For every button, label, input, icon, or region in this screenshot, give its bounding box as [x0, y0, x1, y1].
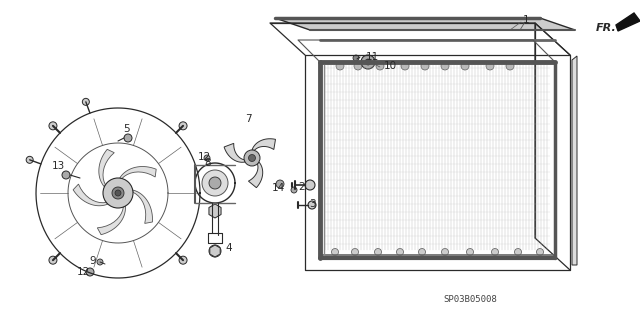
Circle shape [62, 171, 70, 179]
Circle shape [115, 190, 121, 196]
Text: FR.: FR. [596, 23, 617, 33]
Circle shape [401, 62, 409, 70]
Text: 8: 8 [205, 158, 211, 168]
Circle shape [351, 249, 358, 256]
Circle shape [374, 249, 381, 256]
Circle shape [305, 180, 315, 190]
Circle shape [204, 155, 210, 161]
Polygon shape [97, 206, 125, 235]
Polygon shape [616, 13, 640, 31]
Circle shape [49, 122, 57, 130]
Circle shape [179, 122, 187, 130]
Circle shape [486, 62, 494, 70]
Circle shape [49, 256, 57, 264]
Circle shape [291, 187, 297, 193]
Circle shape [442, 249, 449, 256]
Circle shape [421, 62, 429, 70]
Text: 2: 2 [299, 182, 305, 192]
Text: 3: 3 [308, 199, 316, 209]
Circle shape [248, 154, 255, 161]
Circle shape [112, 187, 124, 199]
Circle shape [441, 62, 449, 70]
Text: 9: 9 [90, 256, 96, 266]
Circle shape [308, 201, 316, 209]
Polygon shape [248, 162, 262, 188]
Circle shape [26, 156, 33, 163]
Circle shape [179, 256, 187, 264]
Polygon shape [210, 245, 220, 257]
Circle shape [124, 134, 132, 142]
Circle shape [397, 249, 403, 256]
Circle shape [97, 259, 103, 265]
Circle shape [353, 55, 359, 61]
Text: 11: 11 [365, 52, 379, 62]
Text: 4: 4 [226, 243, 232, 253]
Text: 12: 12 [76, 267, 90, 277]
Circle shape [376, 62, 384, 70]
Circle shape [86, 268, 94, 276]
Circle shape [244, 150, 260, 166]
Circle shape [209, 177, 221, 189]
Text: 1: 1 [523, 15, 529, 25]
Text: 13: 13 [51, 161, 65, 171]
Circle shape [365, 59, 371, 65]
Circle shape [536, 249, 543, 256]
Text: 12: 12 [197, 152, 211, 162]
Circle shape [419, 249, 426, 256]
Circle shape [202, 170, 228, 196]
Circle shape [354, 62, 362, 70]
Circle shape [515, 249, 522, 256]
Polygon shape [275, 18, 575, 30]
Text: 14: 14 [271, 183, 285, 193]
Circle shape [276, 180, 284, 188]
Polygon shape [252, 139, 275, 150]
Circle shape [461, 62, 469, 70]
Polygon shape [572, 56, 577, 265]
Circle shape [492, 249, 499, 256]
Circle shape [83, 98, 90, 105]
Polygon shape [224, 143, 245, 162]
Polygon shape [209, 204, 221, 218]
Polygon shape [73, 184, 108, 206]
Circle shape [361, 55, 375, 69]
Circle shape [103, 178, 133, 208]
Text: 7: 7 [244, 114, 252, 124]
Text: 5: 5 [124, 124, 131, 134]
Circle shape [332, 249, 339, 256]
Text: SP03B05008: SP03B05008 [443, 295, 497, 305]
Polygon shape [99, 149, 115, 187]
Circle shape [336, 62, 344, 70]
Circle shape [506, 62, 514, 70]
Polygon shape [120, 167, 156, 179]
Circle shape [467, 249, 474, 256]
Circle shape [209, 245, 221, 257]
Polygon shape [132, 190, 152, 223]
Text: 10: 10 [383, 61, 397, 71]
